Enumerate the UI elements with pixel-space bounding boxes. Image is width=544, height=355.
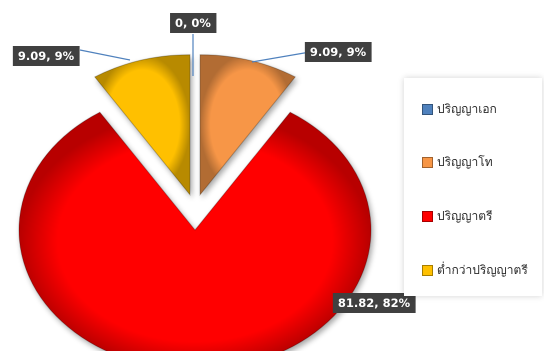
legend-item-bachelors: ปริญญาตรี: [422, 207, 493, 226]
pie-slice-bachelors: [18, 111, 372, 355]
legend-item-below-bachelors: ต่ำกว่าปริญญาตรี: [422, 261, 528, 280]
data-label-box-masters: [304, 42, 372, 62]
legend-label-doctorate: ปริญญาเอก: [437, 102, 497, 116]
data-label-bachelors: 81.82, 82%: [332, 293, 416, 313]
legend-swatch-bachelors: [422, 211, 433, 222]
legend-label-masters: ปริญญาโท: [437, 155, 493, 169]
leader-line-below-bachelors: [79, 49, 131, 61]
data-label-box-bachelors: [332, 293, 416, 313]
legend-label-below-bachelors: ต่ำกว่าปริญญาตรี: [437, 263, 528, 277]
data-label-below-bachelors: 9.09, 9%: [12, 46, 80, 66]
data-label-box-below-bachelors: [12, 46, 80, 66]
legend-swatch-doctorate: [422, 104, 433, 115]
data-label-doctorate: 0, 0%: [170, 13, 217, 33]
legend-swatch-masters: [422, 157, 433, 168]
data-label-box-doctorate: [170, 13, 217, 33]
data-label-text-bachelors: 81.82, 82%: [338, 296, 411, 310]
chart-legend: ปริญญาเอก ปริญญาโท ปริญญาตรี ต่ำกว่าปริญ…: [404, 78, 542, 296]
data-label-text-below-bachelors: 9.09, 9%: [18, 49, 75, 63]
legend-label-bachelors: ปริญญาตรี: [437, 209, 493, 223]
legend-item-masters: ปริญญาโท: [422, 153, 493, 172]
data-label-text-masters: 9.09, 9%: [310, 45, 367, 59]
legend-swatch-below-bachelors: [422, 265, 433, 276]
leader-line-masters: [251, 51, 311, 63]
legend-item-doctorate: ปริญญาเอก: [422, 100, 497, 119]
data-label-masters: 9.09, 9%: [304, 42, 372, 62]
data-label-text-doctorate: 0, 0%: [175, 16, 211, 30]
